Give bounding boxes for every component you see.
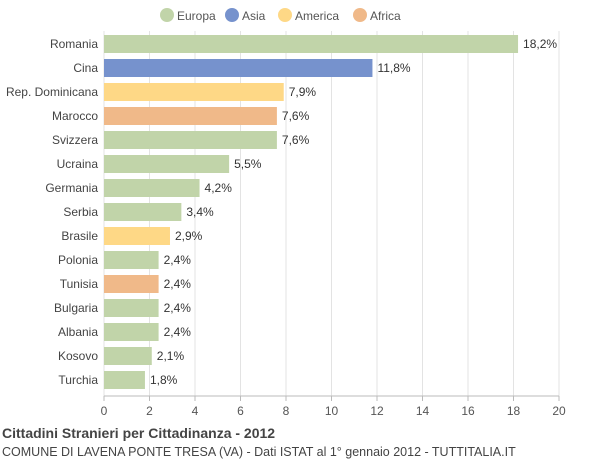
bar — [104, 35, 519, 53]
category-label: Brasile — [61, 229, 98, 243]
bar — [104, 131, 277, 149]
bar-chart: 0 2 4 6 8 10 12 14 16 18 20 Romania 18,2% Cina 11,8% Re… — [6, 8, 566, 418]
bar — [104, 275, 159, 293]
value-label: 7,9% — [289, 85, 317, 99]
chart-title: Cittadini Stranieri per Cittadinanza - 2… — [2, 425, 276, 441]
legend-label-europa: Europa — [177, 9, 216, 23]
legend-marker-america — [278, 8, 292, 22]
value-label: 18,2% — [523, 37, 557, 51]
legend-marker-asia — [225, 8, 239, 22]
x-tick-label: 6 — [237, 404, 244, 418]
x-tick-label: 16 — [461, 404, 475, 418]
value-label: 5,5% — [234, 157, 262, 171]
x-tick-label: 4 — [192, 404, 199, 418]
category-label: Albania — [58, 325, 98, 339]
category-label: Turchia — [58, 373, 98, 387]
bar — [104, 107, 277, 125]
value-label: 2,4% — [164, 325, 192, 339]
bar — [104, 179, 200, 197]
category-label: Romania — [50, 37, 98, 51]
value-label: 2,4% — [164, 253, 192, 267]
category-label: Bulgaria — [54, 301, 98, 315]
value-label: 11,8% — [377, 61, 410, 75]
category-label: Ucraina — [57, 157, 99, 171]
category-label: Svizzera — [52, 133, 98, 147]
value-label: 7,6% — [282, 133, 310, 147]
x-tick-label: 10 — [325, 404, 339, 418]
bar — [104, 347, 152, 365]
x-tick-label: 12 — [370, 404, 384, 418]
x-tick-label: 20 — [552, 404, 566, 418]
value-label: 2,9% — [175, 229, 203, 243]
value-label: 2,4% — [164, 301, 192, 315]
value-label: 3,4% — [186, 205, 214, 219]
legend-label-africa: Africa — [370, 9, 401, 23]
category-label: Serbia — [63, 205, 98, 219]
x-tick-label: 0 — [101, 404, 108, 418]
category-label: Tunisia — [60, 277, 99, 291]
bar — [104, 371, 145, 389]
category-label: Marocco — [52, 109, 98, 123]
legend-marker-africa — [353, 8, 367, 22]
value-label: 4,2% — [205, 181, 233, 195]
category-label: Germania — [45, 181, 98, 195]
category-label: Rep. Dominicana — [6, 85, 98, 99]
x-tick-label: 14 — [416, 404, 430, 418]
category-label: Polonia — [58, 253, 98, 267]
legend-label-america: America — [295, 9, 339, 23]
bar — [104, 227, 170, 245]
legend-marker-europa — [160, 8, 174, 22]
x-tick-label: 18 — [507, 404, 521, 418]
bar — [104, 59, 373, 77]
bar — [104, 155, 230, 173]
x-tick-label: 2 — [146, 404, 153, 418]
bar — [104, 251, 159, 269]
bar — [104, 83, 284, 101]
value-label: 1,8% — [150, 373, 178, 387]
value-label: 2,4% — [164, 277, 192, 291]
chart-subtitle: COMUNE DI LAVENA PONTE TRESA (VA) - Dati… — [2, 445, 516, 459]
legend-label-asia: Asia — [242, 9, 266, 23]
value-label: 2,1% — [157, 349, 185, 363]
bar — [104, 203, 182, 221]
bar — [104, 299, 159, 317]
x-tick-label: 8 — [283, 404, 290, 418]
value-label: 7,6% — [282, 109, 310, 123]
bar — [104, 323, 159, 341]
category-label: Kosovo — [58, 349, 98, 363]
category-label: Cina — [73, 61, 98, 75]
